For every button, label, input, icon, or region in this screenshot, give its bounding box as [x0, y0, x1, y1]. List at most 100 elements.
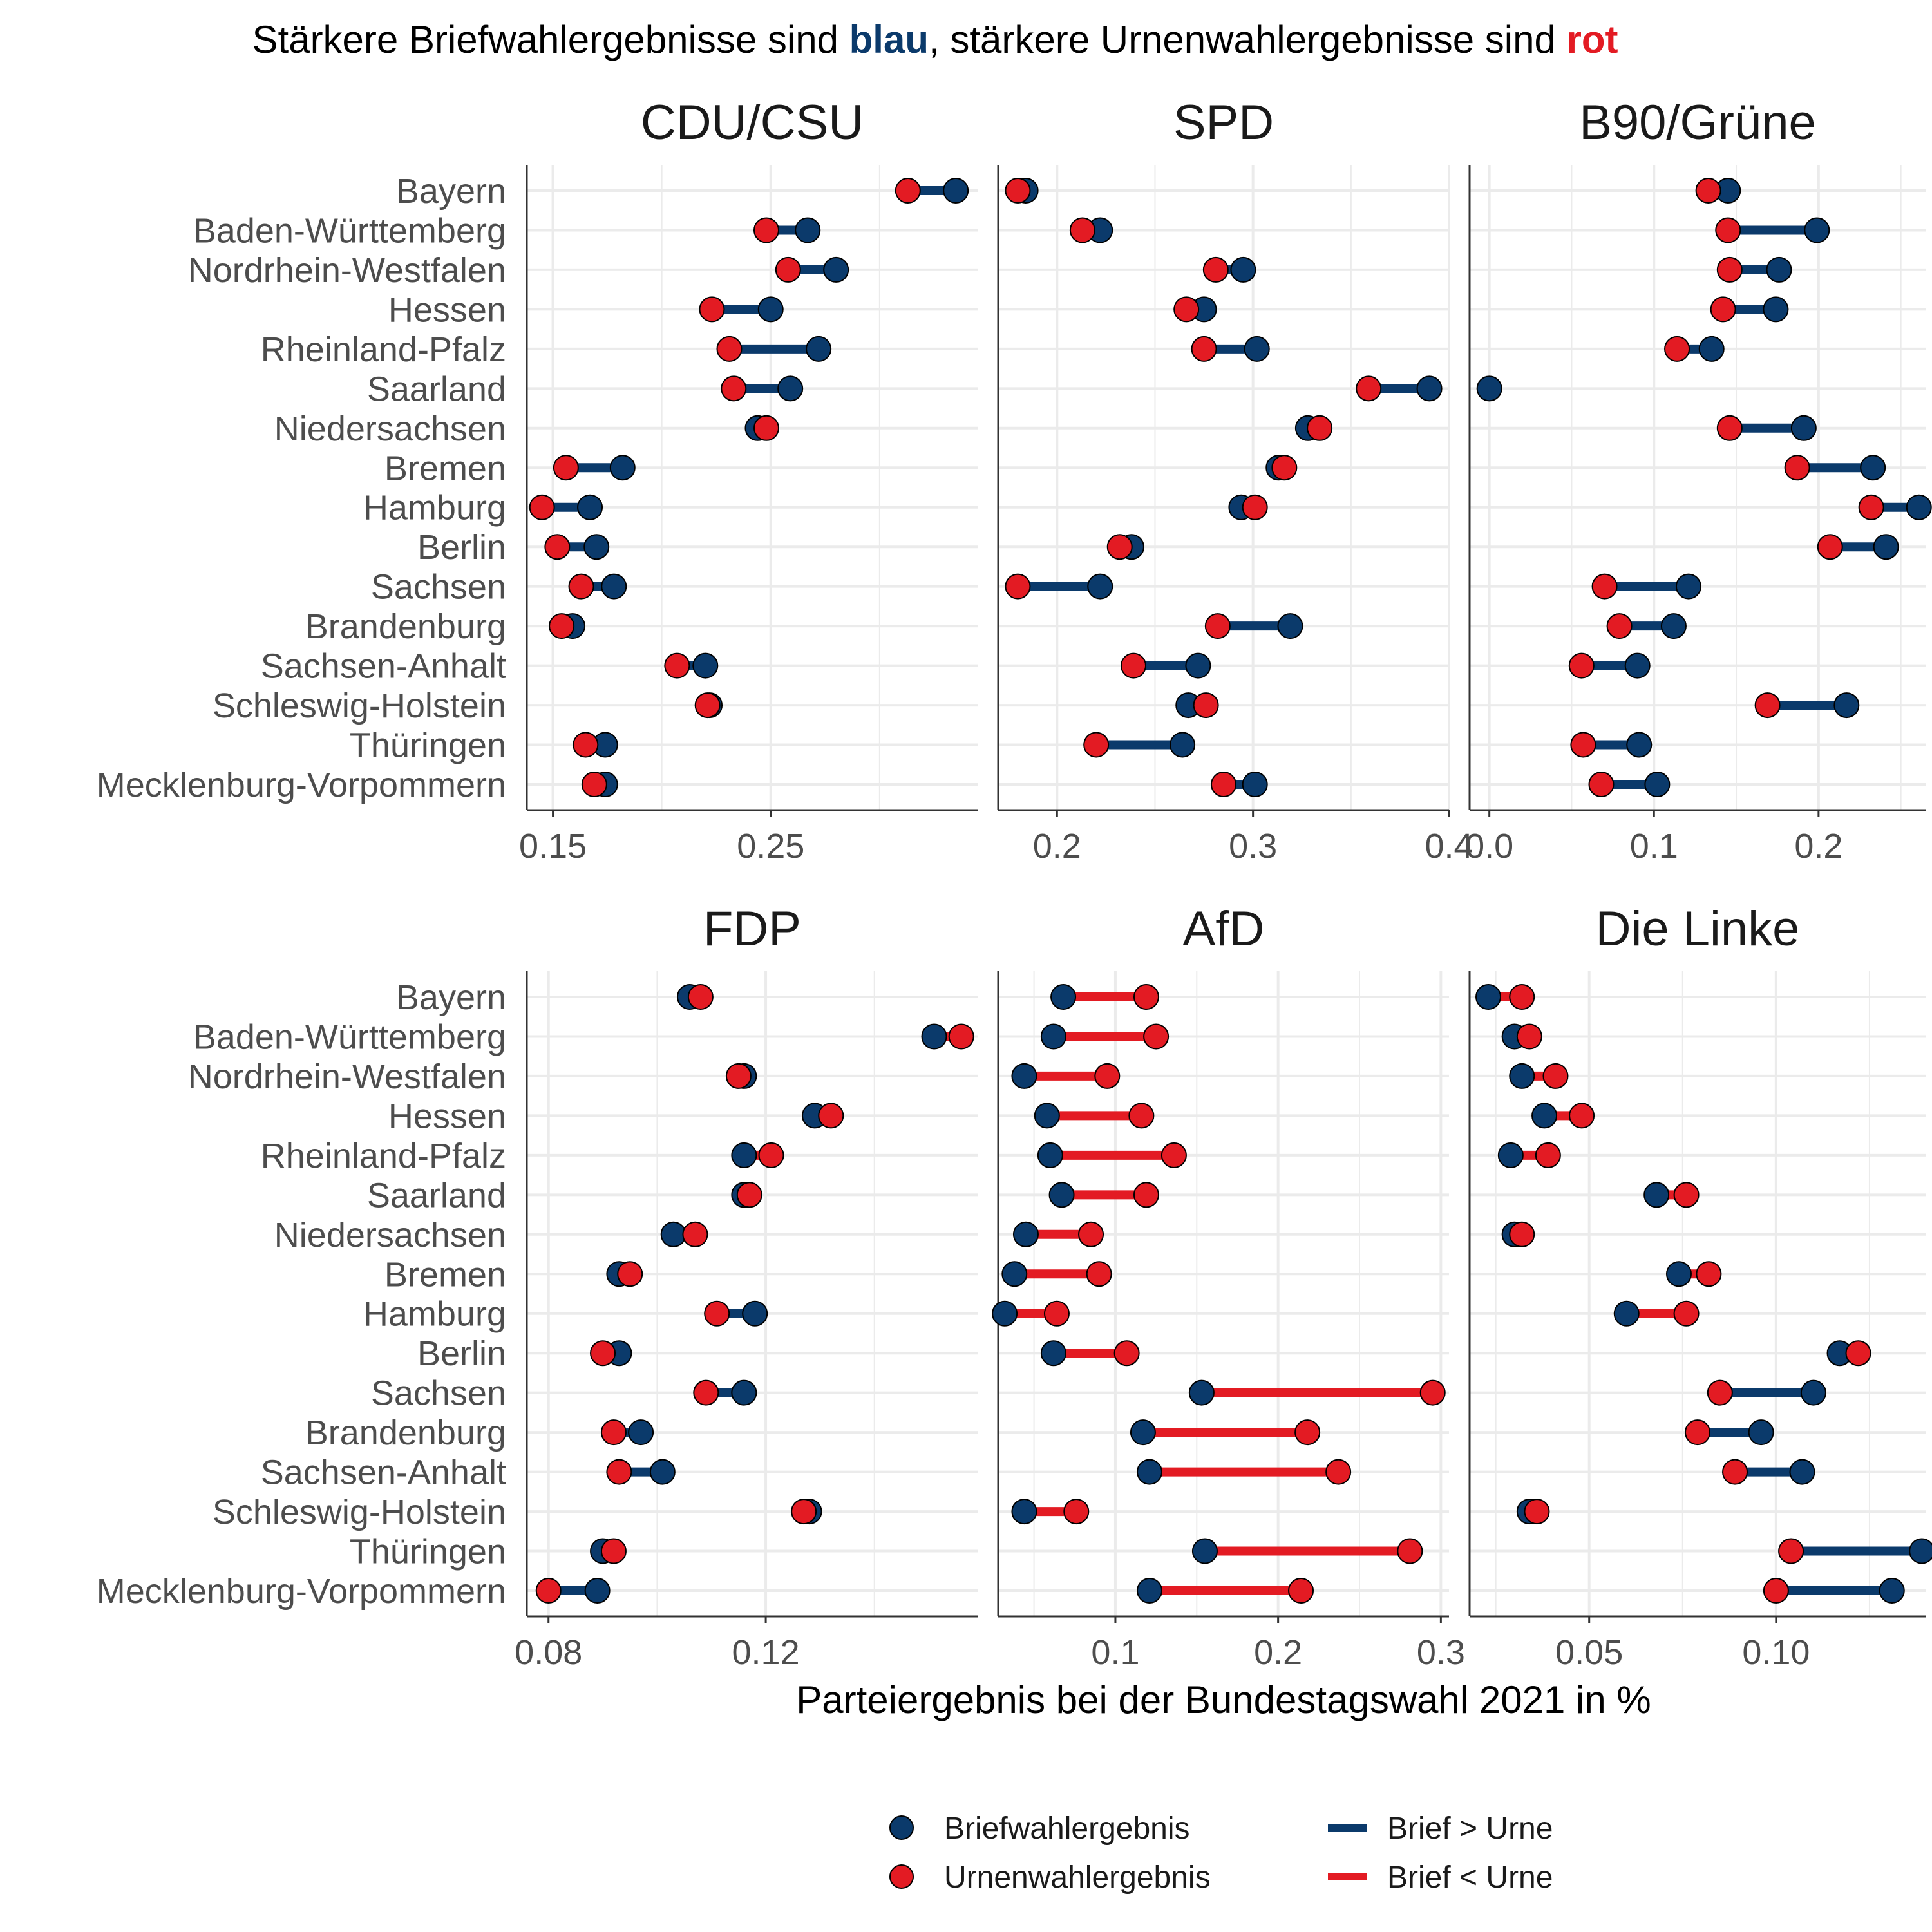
- brief-point-cdu-csu-baden-w-rttemberg: [795, 217, 821, 243]
- brief-point-fdp-mecklenburg-vorpommern: [584, 1578, 611, 1604]
- brief-point-afd-brandenburg: [1130, 1419, 1156, 1446]
- urne-point-fdp-baden-w-rttemberg: [948, 1023, 974, 1050]
- urne-point-spd-sachsen: [1005, 573, 1031, 600]
- brief-point-b90-gr-ne-hamburg: [1906, 494, 1932, 520]
- legend-urne-point-icon: [889, 1864, 914, 1889]
- state-label-rheinland-pfalz-row2: Rheinland-Pfalz: [261, 1137, 506, 1175]
- urne-point-die-linke-sachsen-anhalt: [1722, 1459, 1748, 1485]
- state-label-brandenburg-row2: Brandenburg: [305, 1414, 506, 1452]
- brief-point-cdu-csu-rheinland-pfalz: [806, 336, 832, 362]
- urne-point-die-linke-berlin: [1845, 1340, 1871, 1367]
- brief-point-fdp-hamburg: [742, 1300, 768, 1327]
- brief-point-fdp-baden-w-rttemberg: [921, 1023, 947, 1050]
- urne-point-cdu-csu-niedersachsen: [753, 415, 779, 441]
- brief-point-b90-gr-ne-berlin: [1873, 534, 1899, 560]
- urne-point-spd-baden-w-rttemberg: [1069, 217, 1095, 243]
- title-blue-word: blau: [849, 18, 929, 61]
- urne-point-afd-mecklenburg-vorpommern: [1288, 1578, 1314, 1604]
- urne-point-fdp-bayern: [687, 984, 714, 1010]
- brief-point-spd-sachsen: [1087, 573, 1113, 600]
- brief-point-die-linke-nordrhein-westfalen: [1509, 1063, 1535, 1089]
- title-part-1: Stärkere Briefwahlergebnisse sind: [252, 18, 849, 61]
- state-label-bayern-row1: Bayern: [396, 172, 506, 211]
- legend-brief-greater-label: Brief > Urne: [1387, 1812, 1553, 1846]
- urne-point-afd-hessen: [1128, 1103, 1155, 1129]
- brief-point-afd-saarland: [1048, 1182, 1075, 1208]
- urne-point-afd-saarland: [1133, 1182, 1159, 1208]
- brief-point-cdu-csu-sachsen: [601, 573, 627, 600]
- urne-point-cdu-csu-bremen: [553, 455, 579, 481]
- brief-point-die-linke-saarland: [1643, 1182, 1670, 1208]
- brief-point-afd-hamburg: [992, 1300, 1018, 1327]
- brief-point-b90-gr-ne-baden-w-rttemberg: [1804, 217, 1830, 243]
- urne-point-die-linke-brandenburg: [1685, 1419, 1710, 1446]
- urne-point-spd-bremen: [1271, 455, 1298, 481]
- urne-point-fdp-brandenburg: [600, 1419, 627, 1446]
- state-label-hamburg-row2: Hamburg: [363, 1295, 506, 1334]
- brief-point-afd-bremen: [1001, 1261, 1028, 1287]
- brief-point-afd-rheinland-pfalz: [1037, 1142, 1063, 1168]
- x-tick-label-spd-2: 0.4: [1425, 827, 1473, 866]
- urne-point-fdp-niedersachsen: [682, 1221, 708, 1247]
- brief-point-spd-sachsen-anhalt: [1185, 652, 1211, 679]
- urne-point-fdp-berlin: [590, 1340, 616, 1367]
- brief-point-b90-gr-ne-bremen: [1860, 455, 1886, 481]
- urne-point-cdu-csu-hamburg: [529, 494, 555, 520]
- urne-point-b90-gr-ne-bayern: [1695, 178, 1721, 204]
- panel-title-fdp: FDP: [703, 902, 801, 956]
- urne-point-afd-sachsen-anhalt: [1325, 1459, 1352, 1485]
- urne-point-die-linke-sachsen: [1707, 1379, 1733, 1406]
- state-label-saarland-row1: Saarland: [367, 370, 506, 408]
- urne-point-b90-gr-ne-schleswig-holstein: [1754, 692, 1781, 719]
- urne-point-afd-sachsen: [1419, 1379, 1446, 1406]
- panel-fdp: FDP 0.08 0.12: [515, 902, 978, 1672]
- urne-point-b90-gr-ne-sachsen-anhalt: [1568, 652, 1595, 679]
- brief-point-afd-niedersachsen: [1012, 1221, 1039, 1247]
- state-label-saarland-row2: Saarland: [367, 1176, 506, 1215]
- brief-point-b90-gr-ne-th-ringen: [1626, 732, 1653, 758]
- panel-title-b90-gr-ne: B90/Grüne: [1579, 95, 1816, 150]
- urne-point-cdu-csu-baden-w-rttemberg: [753, 217, 779, 243]
- state-label-niedersachsen-row1: Niedersachsen: [274, 410, 506, 448]
- x-tick-label-afd-2: 0.3: [1417, 1633, 1465, 1672]
- urne-point-fdp-sachsen: [693, 1379, 719, 1406]
- urne-point-b90-gr-ne-nordrhein-westfalen: [1716, 256, 1743, 283]
- urne-point-fdp-hamburg: [704, 1300, 730, 1327]
- urne-point-afd-rheinland-pfalz: [1160, 1142, 1187, 1168]
- urne-point-die-linke-hessen: [1569, 1103, 1595, 1129]
- x-tick-label-die-linke-1: 0.10: [1742, 1633, 1810, 1672]
- state-label-baden-w-rttemberg-row1: Baden-Württemberg: [193, 211, 506, 250]
- urne-point-b90-gr-ne-hamburg: [1858, 494, 1884, 520]
- brief-point-cdu-csu-hamburg: [577, 494, 603, 520]
- urne-point-afd-nordrhein-westfalen: [1094, 1063, 1121, 1089]
- x-tick-label-cdu-csu-0: 0.15: [519, 827, 587, 866]
- legend-brief-point-icon: [889, 1815, 914, 1840]
- brief-point-die-linke-bremen: [1665, 1261, 1692, 1287]
- urne-point-fdp-rheinland-pfalz: [758, 1142, 784, 1168]
- brief-point-fdp-rheinland-pfalz: [731, 1142, 757, 1168]
- state-label-bremen-row2: Bremen: [384, 1255, 506, 1294]
- urne-point-spd-brandenburg: [1204, 613, 1231, 639]
- state-label-mecklenburg-vorpommern-row2: Mecklenburg-Vorpommern: [97, 1572, 506, 1611]
- brief-point-fdp-sachsen: [731, 1379, 757, 1406]
- urne-point-b90-gr-ne-niedersachsen: [1716, 415, 1743, 441]
- urne-point-spd-sachsen-anhalt: [1121, 652, 1146, 679]
- x-tick-label-cdu-csu-1: 0.25: [737, 827, 804, 866]
- brief-point-fdp-brandenburg: [628, 1419, 654, 1446]
- urne-point-afd-bremen: [1086, 1261, 1112, 1287]
- legend-urne-point-label: Urnenwahlergebnis: [944, 1861, 1211, 1895]
- brief-point-cdu-csu-nordrhein-westfalen: [823, 256, 849, 283]
- state-label-baden-w-rttemberg-row2: Baden-Württemberg: [193, 1018, 506, 1056]
- urne-point-fdp-saarland: [736, 1182, 762, 1208]
- panel-die-linke: Die Linke 0.05 0.10: [1468, 902, 1932, 1672]
- urne-point-die-linke-saarland: [1673, 1182, 1700, 1208]
- x-tick-label-afd-0: 0.1: [1091, 1633, 1139, 1672]
- title-part-2: , stärkere Urnenwahlergebnisse sind: [929, 18, 1567, 61]
- brief-point-b90-gr-ne-sachsen-anhalt: [1624, 652, 1651, 679]
- state-label-sachsen-row1: Sachsen: [371, 568, 506, 607]
- state-label-th-ringen-row1: Thüringen: [350, 726, 506, 765]
- urne-point-cdu-csu-schleswig-holstein: [694, 692, 721, 719]
- brief-point-afd-berlin: [1040, 1340, 1066, 1367]
- state-label-rheinland-pfalz-row1: Rheinland-Pfalz: [261, 330, 506, 369]
- panel-spd: SPD 0.2 0.3 0.4: [997, 95, 1473, 866]
